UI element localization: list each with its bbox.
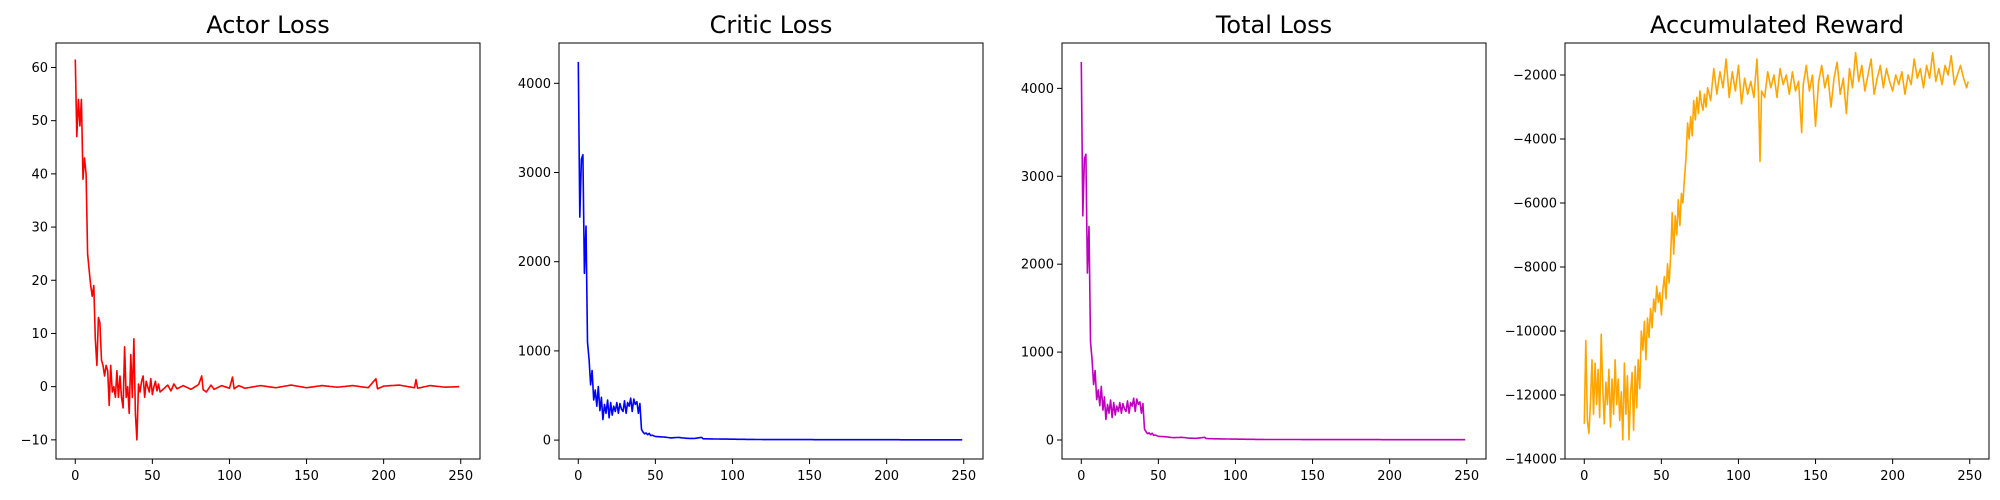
chart-total-loss-y-tick-label: 4000	[1021, 82, 1054, 97]
chart-accumulated-reward-y-tick-label: −2000	[1513, 69, 1557, 84]
chart-critic-loss-y-tick-label: 3000	[518, 166, 551, 181]
chart-critic-loss-x-tick-label: 50	[647, 469, 664, 484]
chart-actor-loss-x-tick-label: 50	[144, 469, 161, 484]
chart-actor-loss-x-tick-label: 0	[71, 469, 79, 484]
chart-total-loss-y-tick-label: 1000	[1021, 346, 1054, 361]
chart-actor-loss: Actor Loss 0 50 100 150 200 250 −10 0 10 20 30 40 50 6…	[21, 11, 481, 484]
chart-actor-loss-title: Actor Loss	[206, 11, 329, 39]
chart-accumulated-reward-y-tick-label: −6000	[1513, 197, 1557, 212]
chart-accumulated-reward-y-tick-label: −4000	[1513, 133, 1557, 148]
chart-actor-loss-y-tick-label: 40	[31, 167, 48, 182]
chart-actor-loss-y-tick-label: 0	[40, 380, 48, 395]
chart-accumulated-reward-x-tick-label: 50	[1653, 469, 1670, 484]
chart-total-loss-y-tick-label: 2000	[1021, 258, 1054, 273]
chart-total-loss-x-tick-label: 100	[1223, 469, 1248, 484]
chart-total-loss-y-tick-label: 0	[1046, 434, 1054, 449]
chart-critic-loss-x-tick-label: 200	[874, 469, 899, 484]
chart-critic-loss-series-line	[577, 61, 963, 441]
chart-critic-loss-x-tick-label: 0	[574, 469, 582, 484]
chart-accumulated-reward-x-tick-label: 0	[1580, 469, 1588, 484]
chart-total-loss: Total Loss 0 50 100 150 200 250 0 1000 2000 3000 40…	[1021, 11, 1487, 484]
chart-actor-loss-y-tick-label: 50	[31, 114, 48, 129]
chart-total-loss-x-tick-label: 150	[1300, 469, 1325, 484]
chart-total-loss-y-tick-label: 3000	[1021, 170, 1054, 185]
chart-accumulated-reward-y-tick-label: −10000	[1505, 325, 1557, 340]
chart-critic-loss-y-tick-label: 2000	[518, 255, 551, 270]
chart-accumulated-reward-y-tick-label: −12000	[1505, 389, 1557, 404]
chart-actor-loss-y-tick-label: 10	[31, 327, 48, 342]
chart-total-loss-series-line	[1080, 61, 1466, 441]
chart-accumulated-reward-x-tick-label: 250	[1957, 469, 1982, 484]
chart-actor-loss-axes-frame	[55, 42, 481, 460]
chart-accumulated-reward-x-tick-label: 150	[1803, 469, 1828, 484]
chart-accumulated-reward-title: Accumulated Reward	[1650, 11, 1904, 39]
chart-critic-loss-y-tick-label: 4000	[518, 77, 551, 92]
chart-total-loss-x-tick-label: 0	[1077, 469, 1085, 484]
chart-total-loss-x-tick-label: 200	[1377, 469, 1402, 484]
chart-accumulated-reward-axes-frame	[1564, 42, 1990, 460]
chart-critic-loss-axes-frame	[558, 42, 984, 460]
chart-actor-loss-y-tick-label: 20	[31, 274, 48, 289]
chart-actor-loss-x-tick-label: 200	[371, 469, 396, 484]
chart-actor-loss-y-tick-label: −10	[21, 433, 48, 448]
chart-accumulated-reward-y-tick-label: −14000	[1505, 453, 1557, 468]
chart-actor-loss-series-line	[74, 59, 460, 441]
chart-accumulated-reward-series-line	[1583, 51, 1969, 441]
chart-critic-loss-title: Critic Loss	[710, 11, 833, 39]
chart-actor-loss-x-tick-label: 150	[294, 469, 319, 484]
chart-critic-loss-x-tick-label: 100	[720, 469, 745, 484]
chart-accumulated-reward-x-tick-label: 200	[1880, 469, 1905, 484]
chart-critic-loss-x-tick-label: 150	[797, 469, 822, 484]
chart-critic-loss: Critic Loss 0 50 100 150 200 250 0 1000 2000 3000 4…	[518, 11, 984, 484]
chart-total-loss-axes-frame	[1061, 42, 1487, 460]
chart-accumulated-reward: Accumulated Reward 0 50 100 150 200 250 −14000 −…	[1505, 11, 1990, 484]
chart-total-loss-x-tick-label: 250	[1454, 469, 1479, 484]
chart-critic-loss-x-tick-label: 250	[951, 469, 976, 484]
chart-critic-loss-y-tick-label: 1000	[518, 344, 551, 359]
chart-critic-loss-y-tick-label: 0	[543, 434, 551, 449]
chart-total-loss-title: Total Loss	[1215, 11, 1332, 39]
chart-actor-loss-y-tick-label: 60	[31, 61, 48, 76]
chart-actor-loss-x-tick-label: 250	[448, 469, 473, 484]
chart-total-loss-x-tick-label: 50	[1150, 469, 1167, 484]
chart-actor-loss-x-tick-label: 100	[217, 469, 242, 484]
chart-accumulated-reward-x-tick-label: 100	[1726, 469, 1751, 484]
chart-accumulated-reward-y-tick-label: −8000	[1513, 261, 1557, 276]
chart-actor-loss-y-tick-label: 30	[31, 221, 48, 236]
